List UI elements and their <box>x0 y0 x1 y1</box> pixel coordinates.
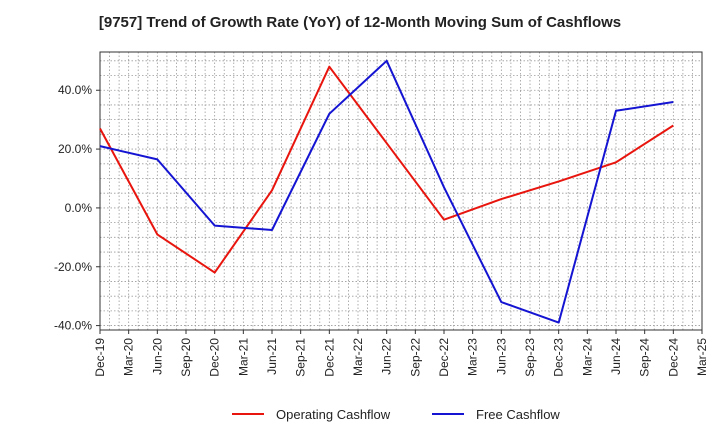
x-tick-label: Mar-24 <box>580 338 594 376</box>
x-tick-label: Dec-22 <box>437 338 451 377</box>
x-tick-label: Sep-20 <box>179 338 193 377</box>
y-tick-label: 20.0% <box>58 142 92 156</box>
x-tick-label: Dec-19 <box>93 338 107 377</box>
x-tick-label: Sep-23 <box>523 338 537 377</box>
x-tick-label: Jun-23 <box>494 338 508 375</box>
x-tick-label: Dec-23 <box>552 338 566 377</box>
x-tick-label: Mar-21 <box>236 338 250 376</box>
x-tick-label: Jun-24 <box>609 338 623 375</box>
y-tick-labels: 40.0% 20.0% 0.0% -20.0% -40.0% <box>54 83 100 333</box>
x-tick-label: Mar-23 <box>466 338 480 376</box>
x-tick-label: Sep-21 <box>294 338 308 377</box>
chart-title: [9757] Trend of Growth Rate (YoY) of 12-… <box>98 14 622 31</box>
axes <box>99 51 703 331</box>
x-tick-label: Jun-22 <box>380 338 394 375</box>
y-tick-label: -40.0% <box>54 319 92 333</box>
x-tick-label: Mar-25 <box>695 338 709 376</box>
x-tick-label: Dec-20 <box>208 338 222 377</box>
x-tick-labels: Dec-19 Mar-20 Jun-20 Sep-20 Dec-20 Mar-21 Jun-… <box>93 330 709 377</box>
x-tick-label: Jun-21 <box>265 338 279 375</box>
x-tick-label: Mar-20 <box>122 338 136 376</box>
x-tick-label: Sep-24 <box>638 338 652 377</box>
series-lines <box>99 59 674 324</box>
plot-frame <box>99 51 703 331</box>
grid-lines <box>100 52 702 330</box>
x-tick-label: Jun-20 <box>150 338 164 375</box>
x-tick-label: Dec-21 <box>322 338 336 377</box>
series-line-operating-cashflow <box>99 65 674 274</box>
legend-label: Free Cashflow <box>476 407 560 422</box>
x-tick-label: Sep-22 <box>408 338 422 377</box>
plot-area <box>100 52 702 330</box>
series-line-free-cashflow <box>99 59 674 324</box>
y-tick-label: -20.0% <box>54 260 92 274</box>
legend-label: Operating Cashflow <box>276 407 391 422</box>
legend: Operating Cashflow Free Cashflow <box>232 407 560 422</box>
y-tick-label: 40.0% <box>58 83 92 97</box>
x-tick-label: Mar-22 <box>351 338 365 376</box>
y-tick-label: 0.0% <box>65 201 93 215</box>
x-tick-label: Dec-24 <box>666 338 680 377</box>
